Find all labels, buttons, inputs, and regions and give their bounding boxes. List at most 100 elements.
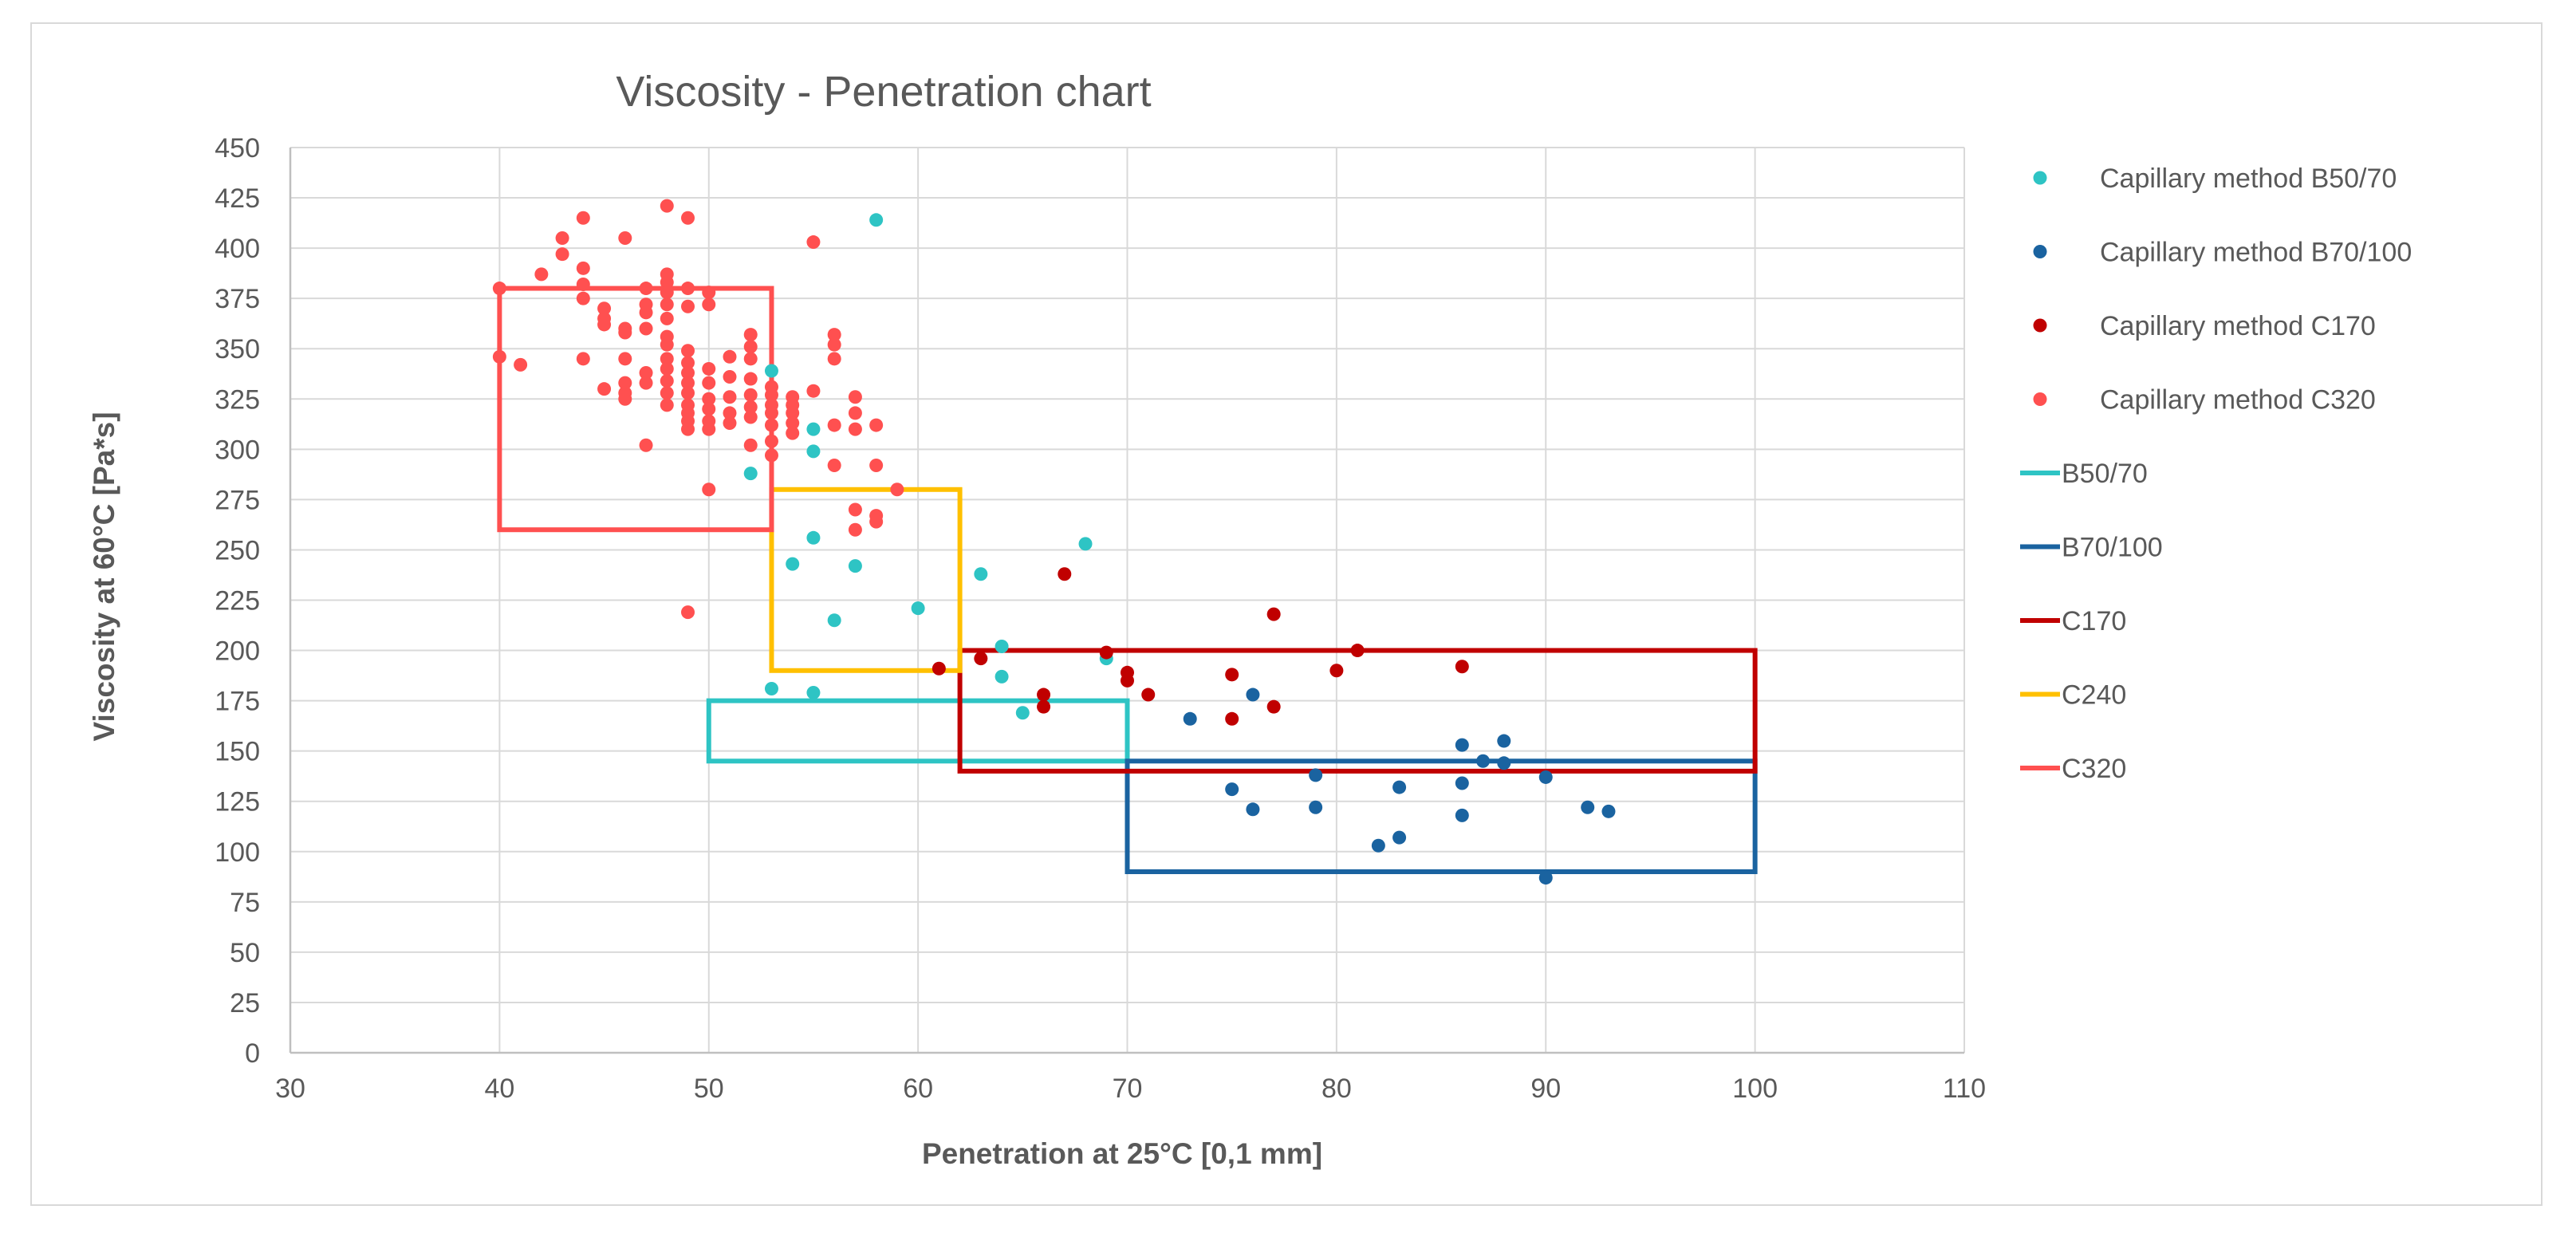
y-tick-label: 350: [215, 334, 260, 364]
box-b70-100: [1125, 758, 1758, 874]
point-capillary-method-c320: [702, 361, 716, 376]
point-capillary-method-c320: [576, 352, 590, 366]
legend-item-capillary-method-b70-100: Capillary method B70/100: [2033, 238, 2412, 268]
point-capillary-method-c320: [555, 231, 569, 245]
point-capillary-method-b50-70: [1015, 706, 1030, 720]
point-capillary-method-c320: [702, 376, 716, 390]
y-tick-label: 25: [230, 988, 260, 1018]
point-capillary-method-c320: [660, 398, 674, 412]
x-tick-label: 70: [1113, 1074, 1143, 1104]
point-capillary-method-c320: [660, 275, 674, 290]
point-capillary-method-c320: [492, 349, 506, 364]
legend-label: B70/100: [2062, 533, 2163, 563]
point-capillary-method-c320: [618, 231, 632, 245]
point-capillary-method-c320: [723, 406, 737, 420]
point-capillary-method-c320: [848, 422, 862, 436]
point-capillary-method-b50-70: [827, 613, 841, 628]
point-capillary-method-c320: [576, 211, 590, 225]
point-capillary-method-b70-100: [1538, 871, 1553, 885]
grade-boxes: [497, 286, 1758, 874]
point-capillary-method-b50-70: [806, 422, 821, 436]
point-capillary-method-c320: [869, 459, 884, 473]
point-capillary-method-c320: [681, 211, 695, 225]
legend-label: C320: [2062, 754, 2126, 784]
point-capillary-method-c320: [743, 372, 758, 386]
point-capillary-method-c320: [660, 361, 674, 376]
point-capillary-method-c320: [597, 301, 612, 316]
legend-item-capillary-method-b50-70: Capillary method B50/70: [2033, 163, 2397, 194]
point-capillary-method-c320: [660, 352, 674, 366]
legend: Capillary method B50/70 Capillary method …: [2020, 163, 2412, 784]
point-capillary-method-c320: [639, 438, 653, 452]
point-capillary-method-c320: [743, 340, 758, 354]
legend-marker: [2033, 171, 2047, 185]
point-capillary-method-c320: [702, 422, 716, 436]
point-capillary-method-c320: [597, 382, 612, 396]
point-capillary-method-c320: [618, 392, 632, 406]
legend-label: Capillary method B50/70: [2100, 163, 2397, 194]
point-capillary-method-c170: [1225, 668, 1239, 682]
point-capillary-method-b50-70: [995, 640, 1009, 654]
point-capillary-method-c320: [618, 352, 632, 366]
point-capillary-method-c320: [660, 337, 674, 352]
point-capillary-method-c320: [597, 317, 612, 332]
point-capillary-method-b50-70: [764, 364, 778, 378]
point-capillary-method-c320: [702, 392, 716, 406]
point-capillary-method-c320: [639, 376, 653, 390]
point-capillary-method-c320: [827, 352, 841, 366]
point-capillary-method-c320: [514, 357, 528, 372]
data-points: [492, 199, 1616, 885]
point-capillary-method-c170: [932, 661, 946, 676]
point-capillary-method-c320: [764, 434, 778, 448]
y-axis-label: Viscosity at 60°C [Pa*s]: [88, 412, 120, 741]
point-capillary-method-c320: [827, 459, 841, 473]
point-capillary-method-b50-70: [764, 681, 778, 695]
y-tick-label: 425: [215, 183, 260, 214]
point-capillary-method-c320: [702, 402, 716, 416]
y-tick-label: 225: [215, 586, 260, 617]
point-capillary-method-c170: [1121, 673, 1134, 687]
point-capillary-method-c320: [702, 483, 716, 497]
point-capillary-method-b70-100: [1497, 756, 1511, 770]
point-capillary-method-c320: [639, 282, 653, 296]
tick-labels: 0 25 50 75 100 125 150 175 200 225 250 275 300 325 350…: [215, 133, 1986, 1104]
point-capillary-method-b70-100: [1476, 754, 1491, 768]
point-capillary-method-c320: [869, 514, 884, 529]
y-tick-label: 275: [215, 485, 260, 515]
legend-item-capillary-method-c170: Capillary method C170: [2033, 311, 2376, 341]
x-tick-label: 60: [903, 1074, 933, 1104]
point-capillary-method-c320: [681, 422, 695, 436]
y-tick-label: 375: [215, 284, 260, 314]
point-capillary-method-c320: [827, 328, 841, 342]
x-tick-label: 90: [1530, 1074, 1561, 1104]
point-capillary-method-c320: [743, 410, 758, 424]
point-capillary-method-c170: [974, 652, 988, 666]
y-tick-label: 100: [215, 837, 260, 868]
point-capillary-method-c170: [1455, 660, 1469, 674]
legend-item-c240: C240: [2020, 680, 2126, 711]
x-tick-label: 40: [484, 1074, 514, 1104]
point-capillary-method-c320: [576, 278, 590, 292]
y-tick-label: 50: [230, 938, 260, 968]
point-capillary-method-c320: [618, 376, 632, 390]
point-capillary-method-c320: [743, 438, 758, 452]
legend-marker: [2033, 392, 2047, 406]
box-c240: [769, 487, 963, 673]
point-capillary-method-c320: [786, 406, 800, 420]
point-capillary-method-b50-70: [869, 213, 884, 227]
point-capillary-method-c170: [1037, 687, 1051, 702]
point-capillary-method-b50-70: [848, 559, 862, 573]
y-tick-label: 250: [215, 535, 260, 565]
point-capillary-method-c170: [1141, 687, 1156, 702]
point-capillary-method-b70-100: [1455, 808, 1469, 822]
y-tick-label: 200: [215, 636, 260, 667]
point-capillary-method-c320: [702, 286, 716, 300]
point-capillary-method-c320: [681, 365, 695, 380]
y-tick-label: 0: [245, 1038, 260, 1069]
point-capillary-method-c320: [681, 282, 695, 296]
point-capillary-method-c320: [702, 297, 716, 312]
legend-label: C240: [2062, 680, 2126, 711]
point-capillary-method-b50-70: [806, 444, 821, 459]
x-tick-label: 30: [275, 1074, 305, 1104]
